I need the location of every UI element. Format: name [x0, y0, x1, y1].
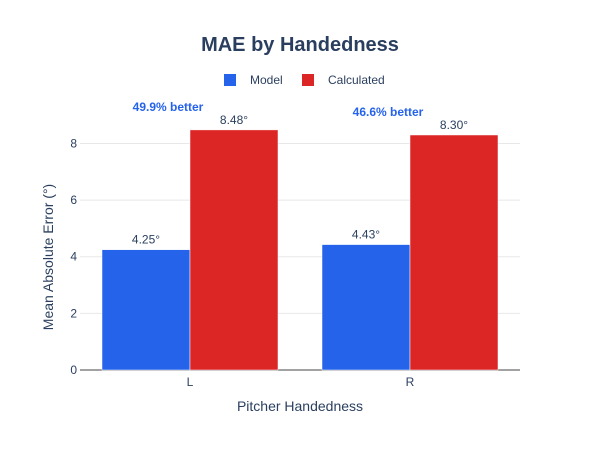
- data-label-calculated-r: 8.30°: [440, 118, 468, 132]
- y-tick-label: 4: [70, 250, 77, 264]
- data-label-model-l: 4.25°: [132, 233, 160, 247]
- data-labels: 4.25° 8.48° 49.9% better 4.43° 8.30° 46.6% be…: [132, 100, 468, 247]
- legend-swatch-model: [224, 74, 236, 86]
- x-tick-label: L: [187, 375, 194, 389]
- bar-calculated-l: [189, 129, 279, 371]
- bars: [101, 129, 499, 371]
- x-axis-title: Pitcher Handedness: [237, 398, 363, 414]
- legend: Model Calculated: [224, 73, 385, 87]
- x-tick-label: R: [406, 375, 415, 389]
- legend-label-model: Model: [250, 73, 283, 87]
- bar-model-r: [321, 244, 411, 371]
- annotation-r: 46.6% better: [353, 105, 424, 119]
- legend-label-calculated: Calculated: [328, 73, 385, 87]
- data-label-model-r: 4.43°: [352, 228, 380, 242]
- y-axis-title: Mean Absolute Error (°): [40, 184, 56, 330]
- legend-swatch-calculated: [302, 74, 314, 86]
- data-label-calculated-l: 8.48°: [220, 113, 248, 127]
- annotation-l: 49.9% better: [133, 100, 204, 114]
- y-tick-label: 2: [70, 306, 77, 320]
- axis-ticks: 0 2 4 6 8 L R: [70, 136, 414, 389]
- bar-calculated-r: [409, 134, 499, 371]
- bar-model-l: [101, 249, 191, 371]
- y-tick-label: 6: [70, 193, 77, 207]
- chart-title: MAE by Handedness: [201, 34, 399, 56]
- y-tick-label: 8: [70, 136, 77, 150]
- y-tick-label: 0: [70, 363, 77, 377]
